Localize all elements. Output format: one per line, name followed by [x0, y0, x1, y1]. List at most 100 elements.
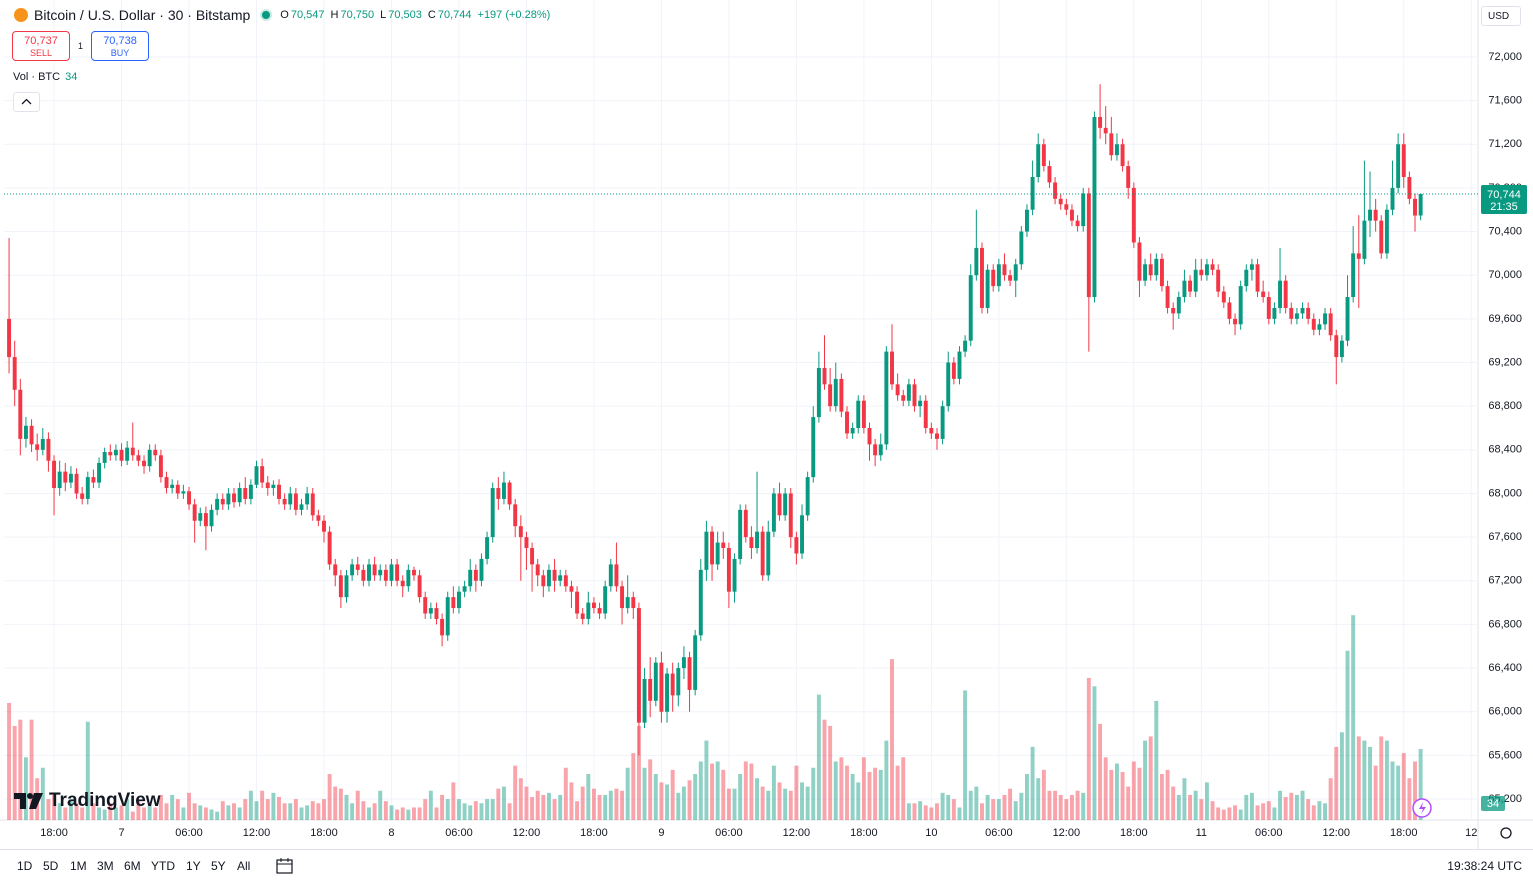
x-tick-label: 18:00 — [580, 827, 608, 839]
candle-body — [1188, 280, 1193, 292]
trade-buttons: 70,737 SELL 1 70,738 BUY — [12, 31, 150, 61]
candle-body — [462, 586, 467, 592]
volume-bar — [1390, 761, 1395, 820]
candle-body — [80, 493, 85, 499]
volume-bar — [912, 803, 917, 820]
volume-bar — [681, 786, 686, 820]
range-button[interactable]: 6M — [124, 859, 141, 873]
volume-bar — [136, 801, 141, 820]
volume-bar — [1199, 799, 1204, 820]
candle-body — [1098, 116, 1103, 128]
candle-body — [535, 564, 540, 576]
sell-button[interactable]: 70,737 SELL — [12, 31, 70, 61]
volume-bar — [558, 794, 563, 820]
candle-body — [63, 471, 68, 483]
x-tick-label: 7 — [118, 827, 124, 839]
candle-body — [434, 608, 439, 619]
candle-body — [929, 427, 934, 434]
volume-bar — [648, 759, 653, 820]
range-button[interactable]: All — [237, 859, 251, 873]
buy-button[interactable]: 70,738 BUY — [91, 31, 150, 61]
volume-bar — [665, 784, 670, 820]
volume-bar — [856, 782, 861, 820]
range-button[interactable]: 5Y — [211, 859, 226, 873]
candle-body — [1418, 194, 1423, 216]
x-tick-label: 06:00 — [1255, 827, 1283, 839]
volume-bar — [1323, 803, 1328, 820]
candle-body — [839, 378, 844, 412]
volume-bar — [192, 803, 197, 820]
volume-bar — [968, 790, 973, 820]
volume-bar — [445, 799, 450, 820]
candle-body — [293, 493, 298, 510]
candle-body — [209, 509, 214, 527]
volume-bar — [29, 719, 34, 820]
volume-bar — [327, 774, 332, 820]
volume-bar — [1098, 723, 1103, 820]
volume-bar — [591, 788, 596, 820]
x-tick-label: 18:00 — [1390, 827, 1418, 839]
candle-body — [1041, 144, 1046, 167]
candle-body — [1025, 209, 1029, 232]
volume-bar — [1075, 790, 1080, 820]
volume-bar — [1306, 799, 1311, 820]
goto-date-icon[interactable] — [275, 856, 295, 876]
volume-bar — [220, 801, 225, 820]
x-tick-label: 12:00 — [243, 827, 271, 839]
volume-bar — [305, 805, 310, 820]
candle-body — [220, 498, 225, 505]
volume-bar — [1418, 748, 1423, 820]
candle-body — [1244, 269, 1249, 287]
volume-bar — [142, 807, 147, 820]
volume-bar — [895, 765, 900, 820]
candle-body — [1317, 324, 1322, 330]
volume-bar — [125, 799, 130, 820]
ohlc-legend: O 70,547 H 70,750 L 70,503 C 70,744 +197 (+0… — [280, 9, 554, 21]
candle-body — [1283, 280, 1288, 308]
candle-body — [524, 537, 529, 549]
x-tick-label: 18:00 — [310, 827, 338, 839]
candle-body — [631, 597, 636, 609]
volume-bar — [828, 725, 833, 820]
volume-bar — [631, 753, 636, 820]
candle-body — [237, 488, 242, 503]
candle-body — [1373, 209, 1378, 221]
volume-bar — [282, 803, 287, 820]
volume-bar — [108, 803, 113, 820]
volume-bar — [771, 765, 776, 820]
volume-bar — [569, 782, 574, 820]
volume-bar — [355, 790, 360, 820]
candle-body — [243, 488, 248, 499]
range-button[interactable]: 1D — [17, 859, 33, 873]
range-button[interactable]: 1Y — [186, 859, 201, 873]
volume-bar — [215, 811, 220, 820]
range-button[interactable]: YTD — [151, 859, 175, 873]
x-tick-label: 12:00 — [1323, 827, 1351, 839]
candle-body — [232, 493, 236, 503]
candle-body — [1255, 264, 1260, 292]
volume-bar — [158, 794, 163, 820]
candle-body — [18, 389, 23, 439]
candle-body — [299, 504, 304, 510]
volume-bar — [1081, 792, 1086, 820]
candle-body — [603, 586, 608, 614]
volume-bar — [1283, 797, 1288, 820]
volume-bar — [918, 801, 923, 820]
buy-label: BUY — [110, 48, 130, 58]
volume-bar — [1182, 778, 1187, 820]
collapse-button[interactable] — [13, 92, 40, 112]
x-tick-label: 06:00 — [445, 827, 473, 839]
candle-body — [816, 367, 821, 418]
volume-bar — [63, 807, 68, 820]
range-button[interactable]: 5D — [43, 859, 59, 873]
symbol-title[interactable]: Bitcoin / U.S. Dollar · 30 · Bitstamp — [34, 7, 251, 23]
candle-body — [248, 484, 253, 499]
currency-select[interactable]: USD — [1481, 6, 1521, 26]
range-button[interactable]: 3M — [97, 859, 114, 873]
y-tick-label: 69,200 — [1488, 356, 1522, 368]
range-button[interactable]: 1M — [70, 859, 87, 873]
volume-bar — [861, 757, 866, 820]
candle-body — [113, 449, 118, 456]
candle-body — [1356, 253, 1361, 259]
